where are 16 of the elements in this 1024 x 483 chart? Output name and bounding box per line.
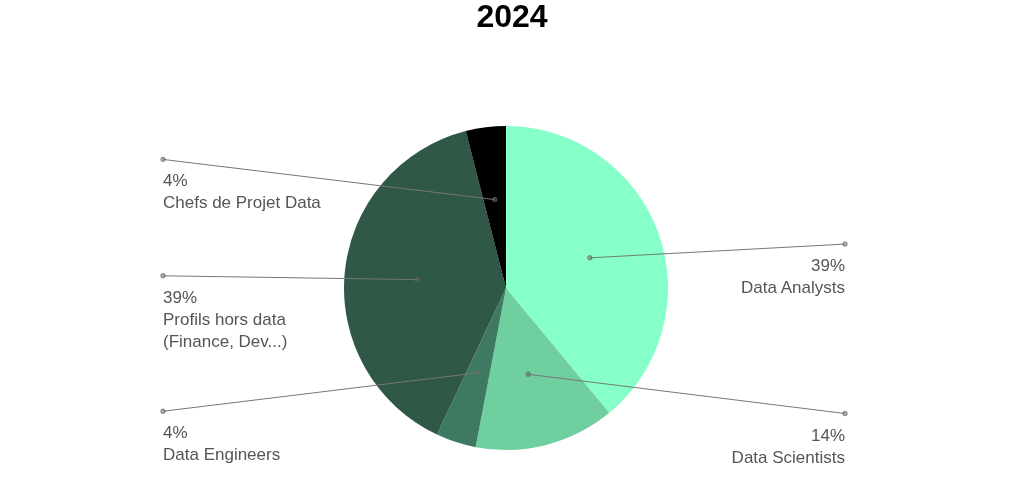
pie-slice (506, 126, 668, 413)
pie-slice (475, 288, 610, 450)
data-label: 14% (810, 425, 845, 445)
pie-slice (344, 131, 506, 435)
pie-slice (437, 288, 506, 448)
slice-label: Data Engineers (163, 445, 281, 465)
data-label: 39% (163, 287, 198, 307)
chart-title: 2024 (476, 0, 548, 34)
slice-label: Profils hors data (Finance, Dev...) (163, 309, 288, 351)
slice-label: Data Scientists (731, 447, 845, 467)
data-label: 4% (163, 423, 188, 443)
slice-label: Chefs de Projet Data (163, 193, 322, 213)
data-label: 39% (810, 256, 845, 276)
slice-label: Data Analysts (741, 278, 845, 298)
pie-slice (465, 126, 506, 288)
data-label: 4% (163, 171, 188, 191)
